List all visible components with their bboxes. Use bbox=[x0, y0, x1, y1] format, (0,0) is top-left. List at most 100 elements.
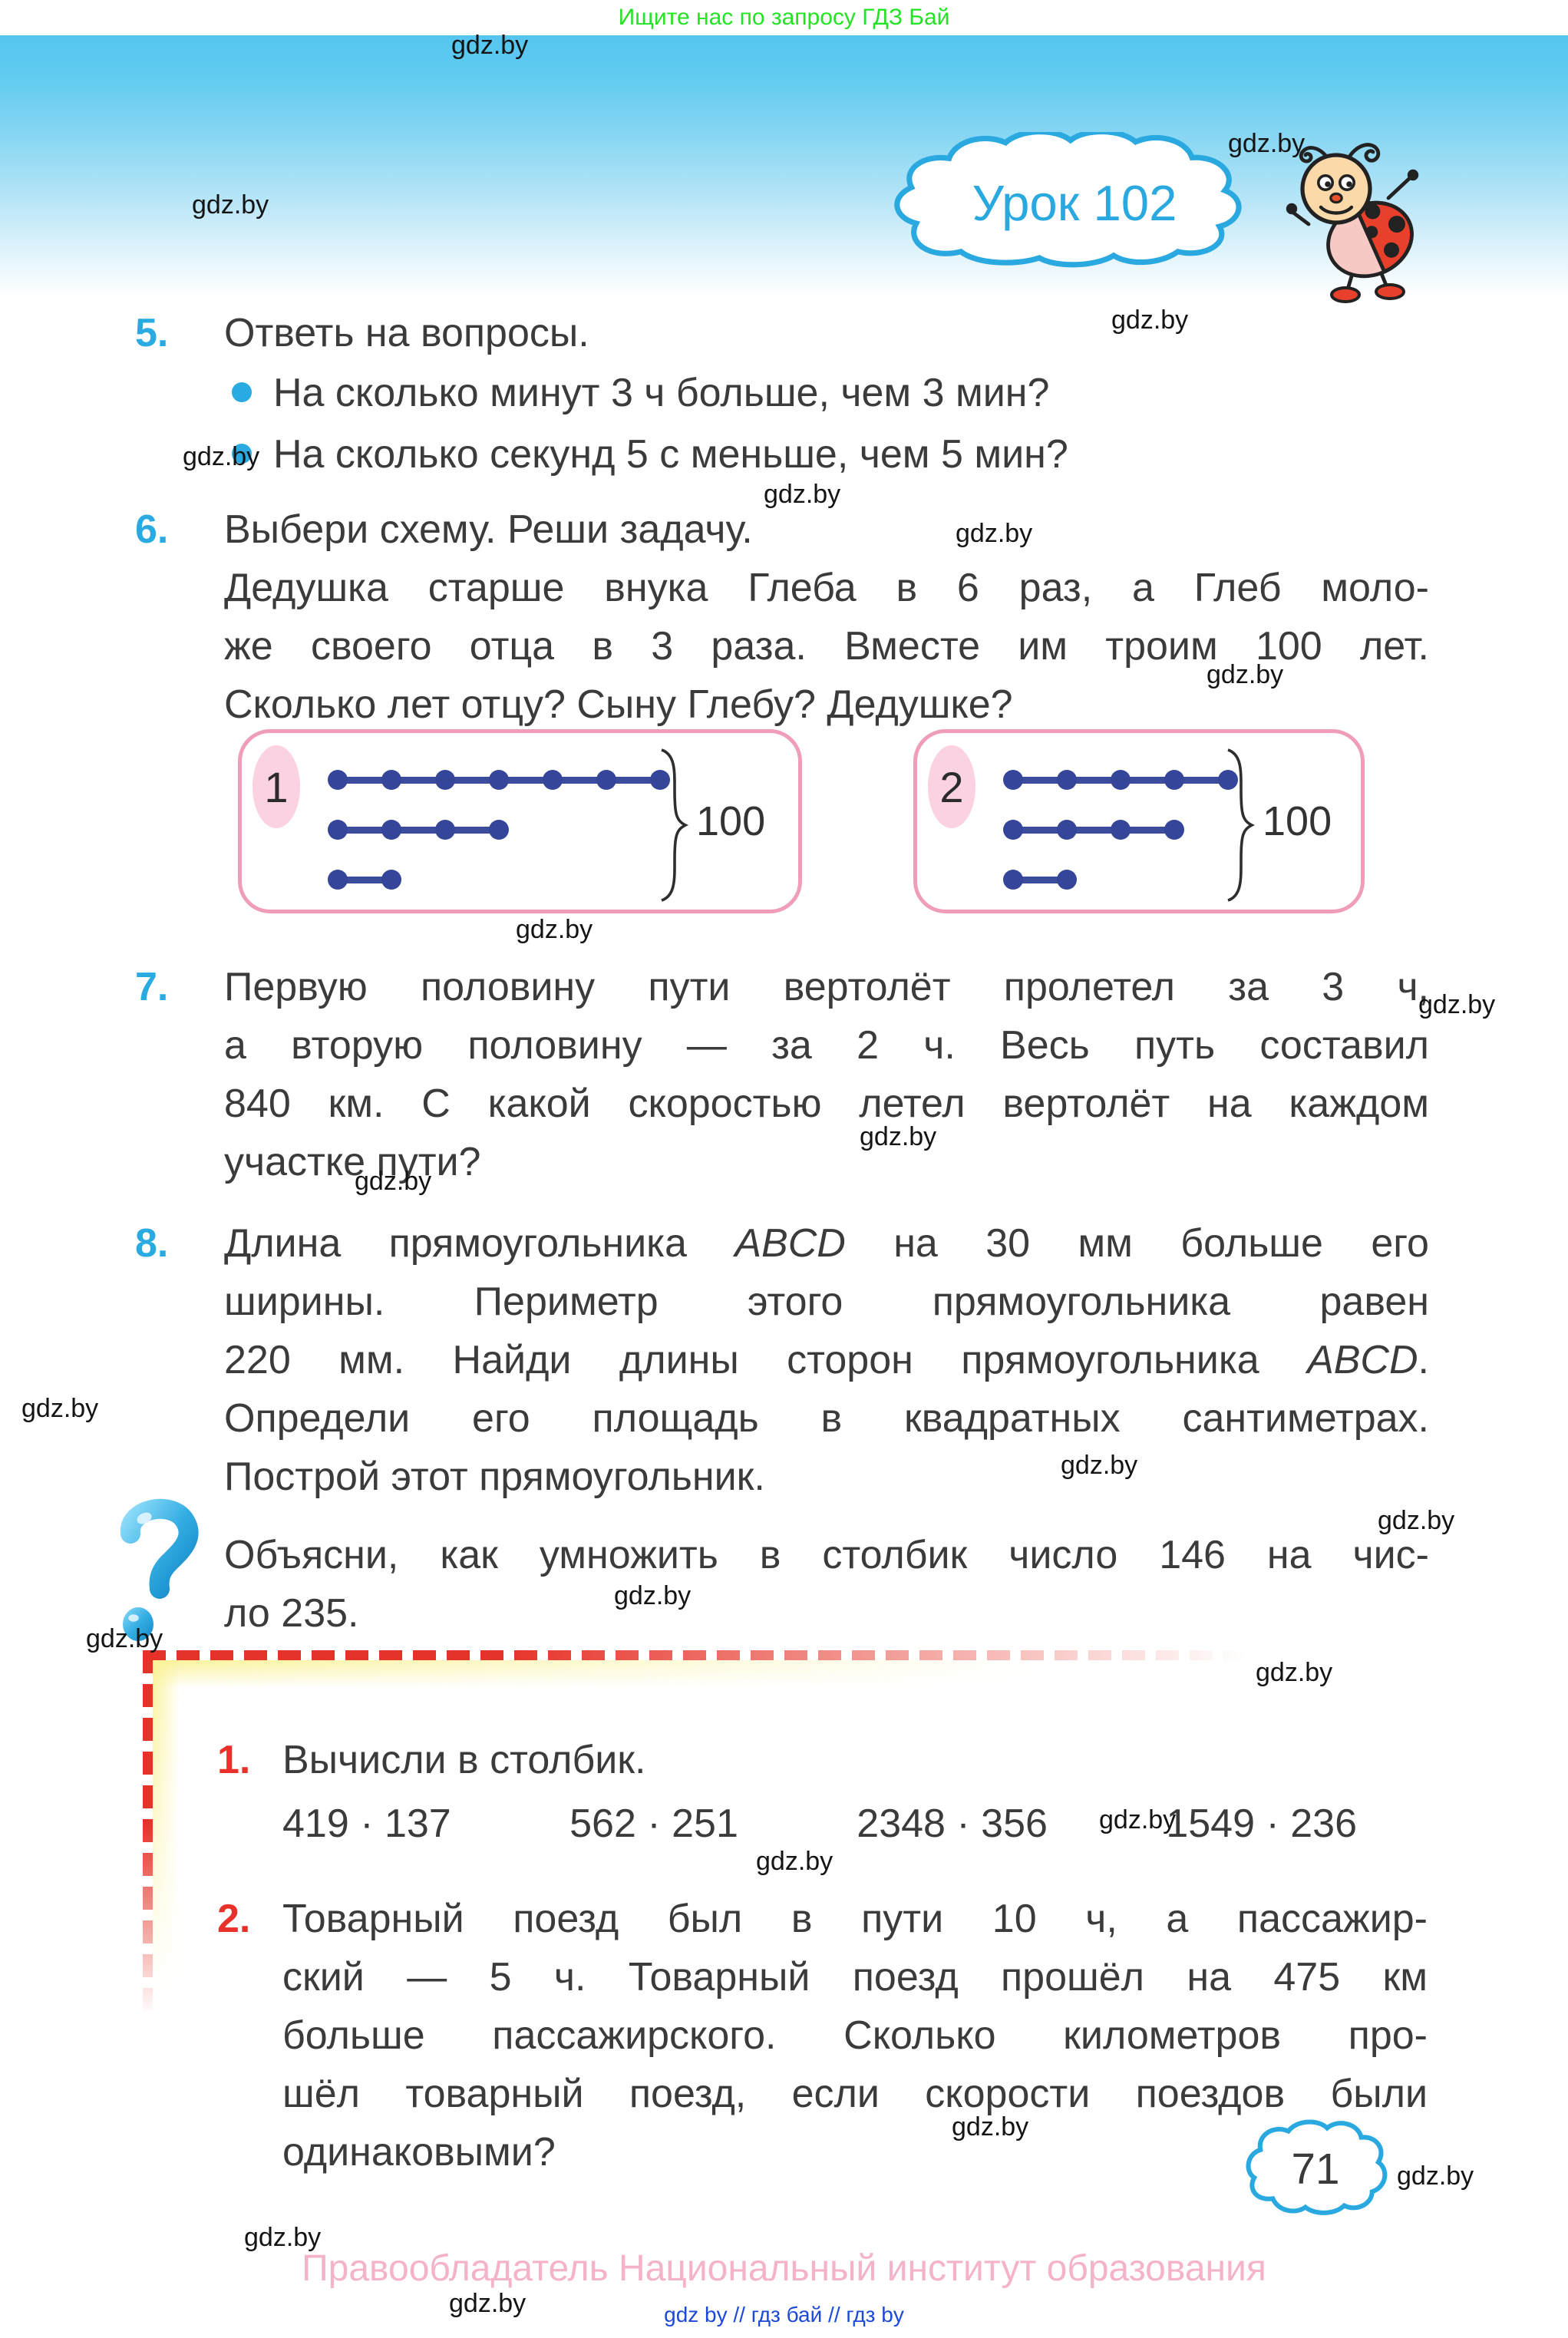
exercise-8-line: 220 мм. Найди длины сторон прямоугольник… bbox=[224, 1331, 1429, 1389]
exercise-7-line: Первую половину пути вертолёт пролетел з… bbox=[224, 965, 1429, 1009]
rectangle-name: ABCD bbox=[1307, 1338, 1418, 1382]
question-mark-icon bbox=[120, 1498, 199, 1641]
text-run: Длина прямоугольника bbox=[224, 1221, 735, 1266]
page-number: 71 bbox=[1292, 2145, 1340, 2193]
exercise-6-line: Сколько лет отцу? Сыну Глебу? Дедушке? bbox=[224, 682, 1013, 727]
exercise-8-line: Построй этот прямоугольник. bbox=[224, 1455, 765, 1499]
exercise-6-line: же своего отца в 3 раза. Вместе им троим… bbox=[224, 624, 1429, 669]
exercise-8: 8. Длина прямоугольника ABCD на 30 мм бо… bbox=[135, 1214, 1429, 1506]
rectangle-name: ABCD bbox=[734, 1221, 846, 1266]
watermark: gdz.by bbox=[516, 915, 593, 944]
curly-brace bbox=[661, 748, 688, 902]
watermark: gdz.by bbox=[860, 1122, 937, 1151]
multiplication-problem: 1549 · 236 bbox=[1166, 1801, 1357, 1846]
text-run: . bbox=[1418, 1338, 1429, 1382]
exercise-8-line: Определи его площадь в квадратных сантим… bbox=[224, 1396, 1429, 1441]
watermark: gdz.by bbox=[21, 1394, 99, 1423]
boxed-exercise-2-line: Товарный поезд был в пути 10 ч, а пассаж… bbox=[282, 1897, 1428, 1941]
watermark: gdz.by bbox=[1418, 990, 1496, 1019]
exercise-8-line: ширины. Периметр этого прямоугольника ра… bbox=[224, 1280, 1429, 1324]
scheme-option-1: 1 100 bbox=[238, 729, 802, 913]
segment-line bbox=[328, 770, 670, 790]
copyright-line: Правообладатель Национальный институт об… bbox=[302, 2248, 1266, 2289]
watermark: gdz.by bbox=[1228, 129, 1306, 158]
exercise-8-number: 8. bbox=[135, 1221, 169, 1266]
bullet-dot-icon bbox=[232, 444, 252, 464]
segment-row bbox=[1003, 770, 1238, 790]
watermark: gdz.by bbox=[1099, 1805, 1177, 1834]
brace-total: 100 bbox=[1263, 798, 1332, 844]
exercise-6-title: Выбери схему. Реши задачу. bbox=[224, 507, 753, 552]
exercise-6-line: Дедушка старше внука Глеба в 6 раз, а Гл… bbox=[224, 566, 1429, 610]
segment-row bbox=[328, 870, 401, 890]
boxed-exercise-2-number: 2. bbox=[217, 1897, 251, 1941]
segment-line bbox=[1003, 820, 1184, 840]
segment-row bbox=[328, 820, 509, 840]
question-line: ло 235. bbox=[224, 1591, 359, 1636]
boxed-exercise-1-number: 1. bbox=[217, 1738, 251, 1782]
watermark: gdz.by bbox=[192, 190, 269, 220]
boxed-exercise-2-line: одинаковыми? bbox=[282, 2130, 556, 2175]
scheme-option-2: 2 100 bbox=[913, 729, 1365, 913]
exercise-6-number: 6. bbox=[135, 507, 169, 552]
watermark: gdz.by bbox=[1256, 1658, 1333, 1687]
footer-links: gdz by // гдз бай // гдз by bbox=[664, 2303, 904, 2326]
boxed-exercise-2-line: шёл товарный поезд, если скорости поездо… bbox=[282, 2072, 1428, 2116]
segment-line bbox=[328, 820, 509, 840]
cloud-shape bbox=[1246, 2119, 1388, 2215]
scheme-1-badge: 1 bbox=[253, 745, 300, 828]
bullet-text: На сколько секунд 5 с меньше, чем 5 мин? bbox=[273, 432, 1068, 477]
page-number-cloud: 71 bbox=[1246, 2119, 1388, 2215]
dashed-frame-left bbox=[143, 1650, 153, 2034]
watermark: gdz.by bbox=[1061, 1451, 1138, 1480]
watermark: gdz.by bbox=[451, 31, 529, 60]
bullet-dot-icon bbox=[232, 382, 252, 402]
watermark: gdz.by bbox=[244, 2223, 322, 2252]
frame-glow bbox=[153, 1660, 1036, 1688]
exercise-8-line: Длина прямоугольника ABCD на 30 мм больш… bbox=[224, 1214, 1429, 1273]
segment-line bbox=[1003, 770, 1238, 790]
multiplication-problem: 419 · 137 bbox=[282, 1801, 451, 1846]
watermark: gdz.by bbox=[1111, 305, 1189, 335]
watermark: gdz.by bbox=[614, 1581, 692, 1610]
frame-glow bbox=[153, 1660, 180, 1990]
exercise-5-bullet-2: На сколько секунд 5 с меньше, чем 5 мин? bbox=[224, 424, 1429, 485]
watermark: gdz.by bbox=[1397, 2161, 1474, 2191]
cloud-shape bbox=[894, 132, 1242, 268]
curly-brace bbox=[1227, 748, 1255, 902]
dashed-frame-top bbox=[143, 1650, 1340, 1660]
question-block: Объясни, как умножить в столбик число 14… bbox=[135, 1526, 1429, 1643]
scheme-2-badge: 2 bbox=[928, 745, 975, 828]
multiplication-problems-row: 419 · 137 562 · 251 2348 · 356 1549 · 23… bbox=[217, 1795, 1357, 1853]
text-run: 220 мм. Найди длины сторон прямоугольник… bbox=[224, 1338, 1308, 1382]
ladybug-illustration bbox=[1286, 143, 1419, 303]
exercise-5-number: 5. bbox=[135, 311, 169, 355]
exercise-7-number: 7. bbox=[135, 965, 169, 1009]
segment-row bbox=[328, 770, 670, 790]
watermark: gdz.by bbox=[756, 1847, 834, 1876]
exercise-5-title: Ответь на вопросы. bbox=[224, 311, 589, 355]
bullet-text: На сколько минут 3 ч больше, чем 3 мин? bbox=[273, 371, 1050, 415]
watermark: gdz.by bbox=[956, 519, 1033, 548]
boxed-exercise-2: 2. Товарный поезд был в пути 10 ч, а пас… bbox=[217, 1890, 1428, 2181]
exercise-5-bullet-1: На сколько минут 3 ч больше, чем 3 мин? bbox=[224, 362, 1429, 424]
segment-row bbox=[1003, 870, 1077, 890]
exercise-7: 7. Первую половину пути вертолёт пролете… bbox=[135, 958, 1429, 1191]
multiplication-problem: 2348 · 356 bbox=[857, 1801, 1048, 1846]
exercise-7-line: 840 км. С какой скоростью летел вертолёт… bbox=[224, 1081, 1429, 1126]
multiplication-problem: 562 · 251 bbox=[569, 1801, 738, 1846]
watermark: gdz.by bbox=[449, 2289, 527, 2318]
watermark: gdz.by bbox=[183, 442, 260, 471]
exercise-6: 6. Выбери схему. Реши задачу. Дедушка ст… bbox=[135, 500, 1429, 734]
watermark: gdz.by bbox=[1378, 1506, 1455, 1535]
watermark: gdz.by bbox=[1207, 660, 1284, 689]
question-line: Объясни, как умножить в столбик число 14… bbox=[224, 1533, 1429, 1577]
lesson-cloud: Урок 102 bbox=[894, 132, 1242, 268]
exercise-7-line: участке пути? bbox=[224, 1140, 481, 1184]
search-hint-note: Ищите нас по запросу ГДЗ Бай bbox=[618, 5, 950, 30]
boxed-exercise-2-line: ский — 5 ч. Товарный поезд прошёл на 475… bbox=[282, 1955, 1428, 2000]
segment-line bbox=[1003, 870, 1077, 890]
exercise-5: 5. Ответь на вопросы. На сколько минут 3… bbox=[135, 304, 1429, 485]
boxed-exercise-1-title: Вычисли в столбик. bbox=[282, 1738, 646, 1782]
